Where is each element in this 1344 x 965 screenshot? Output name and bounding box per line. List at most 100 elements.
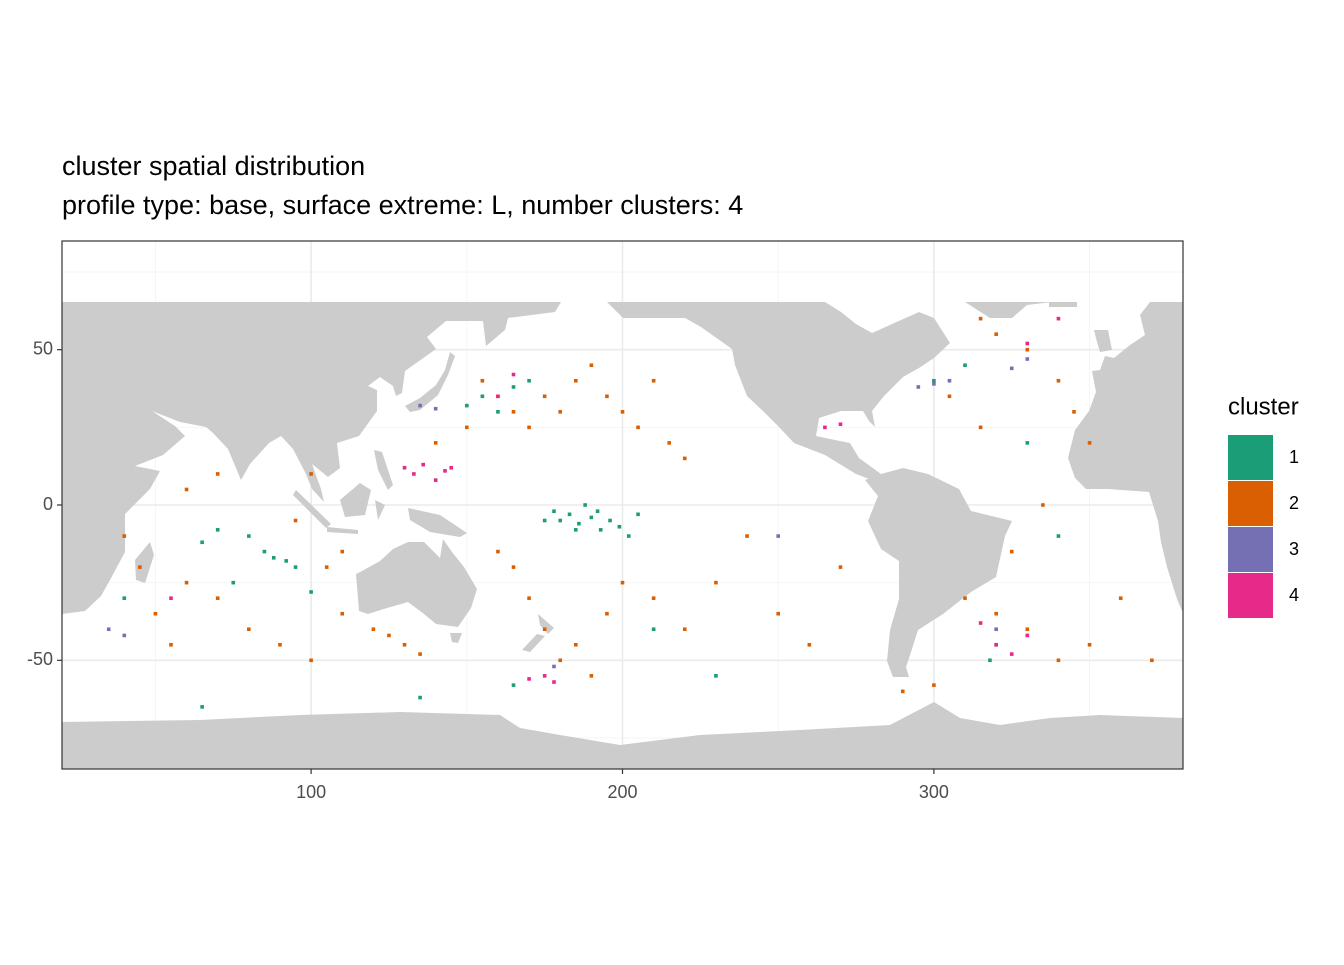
- data-tile: [558, 658, 563, 663]
- land-new-zealand-north: [538, 614, 554, 634]
- data-tile: [106, 627, 111, 632]
- data-tile: [978, 621, 983, 625]
- data-tile: [682, 456, 687, 461]
- data-tile: [1056, 534, 1061, 538]
- data-tile: [309, 658, 313, 663]
- data-tile: [122, 596, 127, 600]
- x-tick-label: 300: [919, 782, 949, 802]
- data-tile: [418, 403, 422, 408]
- data-tile: [293, 565, 298, 569]
- data-tile: [589, 674, 594, 678]
- data-tile: [387, 633, 391, 638]
- data-tile: [598, 528, 603, 532]
- land-new-zealand-south: [522, 634, 545, 652]
- data-tile: [200, 540, 204, 545]
- data-tile: [1025, 341, 1030, 346]
- data-tile: [1118, 596, 1123, 600]
- data-tile: [573, 528, 578, 532]
- land-australia: [356, 539, 477, 627]
- data-tile: [620, 580, 625, 585]
- data-tile: [278, 642, 282, 647]
- legend-title: cluster: [1228, 393, 1299, 420]
- data-tile: [284, 559, 288, 563]
- data-tile: [1009, 366, 1014, 371]
- data-tile: [838, 422, 843, 427]
- data-tile: [412, 472, 416, 476]
- land-java: [327, 527, 358, 534]
- y-tick-label: -50: [27, 649, 53, 669]
- data-tile: [340, 549, 345, 554]
- data-tile: [807, 642, 812, 647]
- data-tile: [262, 549, 267, 554]
- data-tile: [916, 385, 921, 389]
- data-tile: [1025, 441, 1030, 445]
- data-tile: [184, 580, 189, 585]
- data-tile: [449, 465, 454, 470]
- data-tile: [994, 332, 998, 336]
- chart-title: cluster spatial distribution: [62, 151, 365, 181]
- data-tile: [215, 596, 220, 600]
- data-tile: [558, 518, 563, 523]
- data-tile: [433, 441, 438, 445]
- data-tile: [1041, 503, 1045, 507]
- data-tile: [215, 472, 220, 476]
- data-tile: [511, 410, 516, 414]
- legend-key: [1228, 481, 1273, 526]
- data-tile: [589, 515, 594, 520]
- data-tile: [527, 425, 531, 430]
- land-japan: [405, 352, 455, 412]
- data-tile: [1150, 658, 1154, 663]
- x-tick-label: 100: [296, 782, 326, 802]
- data-tile: [994, 642, 998, 647]
- data-tile: [963, 363, 967, 368]
- land-tasmania: [450, 633, 462, 643]
- data-tile: [402, 465, 407, 470]
- land-greenland: [965, 302, 1052, 318]
- data-tile: [636, 512, 640, 517]
- data-tile: [511, 385, 516, 389]
- land-madagascar: [135, 542, 154, 583]
- data-tile: [595, 509, 600, 514]
- data-tile: [1025, 347, 1030, 352]
- data-tile: [293, 518, 298, 523]
- data-tile: [527, 378, 531, 383]
- data-tile: [626, 534, 631, 538]
- data-tile: [138, 565, 142, 569]
- data-tile: [153, 611, 158, 616]
- data-tile: [433, 478, 438, 482]
- land: [62, 302, 1183, 769]
- x-tick-label: 200: [607, 782, 637, 802]
- data-tile: [978, 316, 983, 321]
- data-tile: [1087, 642, 1092, 647]
- data-tile: [651, 627, 656, 632]
- data-tile: [776, 611, 780, 616]
- data-tile: [900, 689, 905, 694]
- data-tile: [1025, 357, 1030, 361]
- data-tile: [994, 627, 998, 632]
- data-tile: [963, 596, 967, 600]
- legend-key: [1228, 527, 1273, 572]
- land-eurasia-africa: [62, 302, 561, 614]
- data-tile: [947, 394, 952, 399]
- legend-label: 3: [1289, 539, 1299, 559]
- data-tile: [1025, 627, 1030, 632]
- data-tile: [231, 580, 236, 585]
- data-tile: [480, 394, 485, 399]
- land-europe-africa-east: [1068, 302, 1183, 613]
- data-tile: [200, 705, 204, 709]
- y-tick-label: 50: [33, 338, 53, 358]
- legend-key: [1228, 435, 1273, 480]
- data-tile: [1087, 441, 1092, 445]
- data-marks: [106, 316, 1154, 709]
- data-tile: [608, 518, 612, 523]
- data-tile: [324, 565, 329, 569]
- data-tile: [542, 394, 547, 399]
- data-tile: [169, 596, 173, 600]
- data-tile: [1056, 316, 1061, 321]
- data-tile: [745, 534, 749, 538]
- axes: 100 200 300 -50 0 50: [27, 338, 949, 801]
- data-tile: [573, 378, 578, 383]
- data-tile: [433, 406, 438, 411]
- land-antarctica: [62, 702, 1183, 769]
- data-tile: [988, 658, 992, 663]
